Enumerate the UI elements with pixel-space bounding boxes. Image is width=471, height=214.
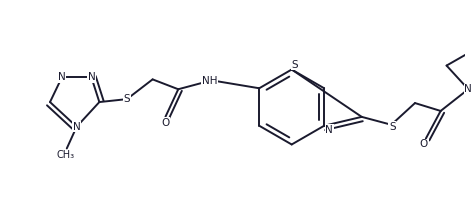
Text: O: O	[420, 140, 428, 150]
Text: N: N	[464, 84, 471, 94]
Text: S: S	[292, 59, 298, 70]
Text: N: N	[58, 72, 66, 82]
Text: NH: NH	[202, 76, 218, 86]
Text: N: N	[73, 122, 81, 132]
Text: O: O	[161, 118, 170, 128]
Text: CH₃: CH₃	[57, 150, 75, 160]
Text: N: N	[325, 125, 333, 135]
Text: N: N	[88, 72, 95, 82]
Text: S: S	[389, 122, 396, 132]
Text: S: S	[124, 94, 130, 104]
